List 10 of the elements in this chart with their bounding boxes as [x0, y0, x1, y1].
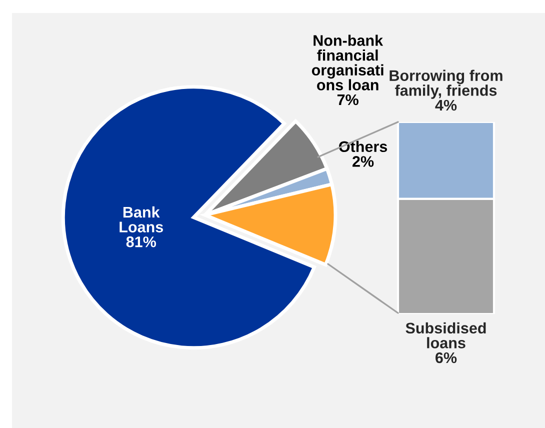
- data-label: 81%: [126, 236, 156, 248]
- series-label: Subsidised loans: [406, 322, 486, 348]
- data-label: 6%: [436, 352, 457, 364]
- data-label: 7%: [337, 94, 358, 106]
- slice-label: Bank Loans: [120, 206, 163, 232]
- series-label: Borrowing from family, friends: [390, 70, 502, 99]
- slice-label: Non-bank financial organisati ons loan: [312, 34, 384, 90]
- data-label: 2%: [352, 156, 374, 167]
- slice-label: Others: [339, 140, 388, 152]
- data-label: 4%: [435, 100, 457, 111]
